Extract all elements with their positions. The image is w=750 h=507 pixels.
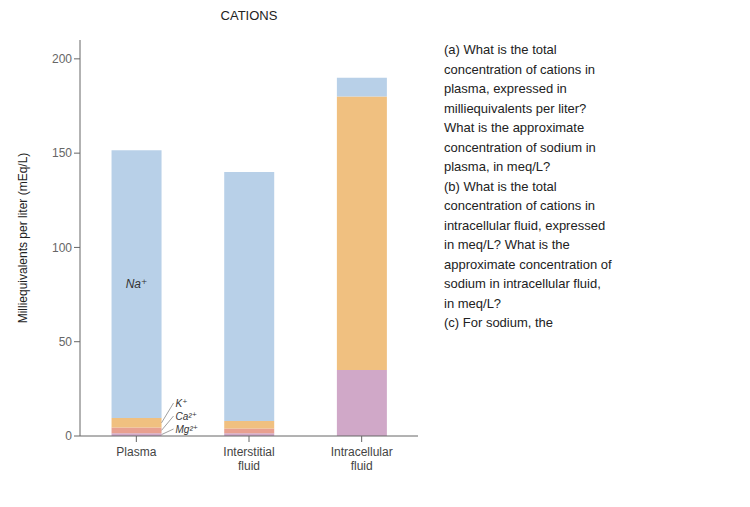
svg-text:150: 150 [52,146,72,160]
svg-text:K⁺: K⁺ [176,398,188,409]
svg-text:Na⁺: Na⁺ [126,277,148,291]
svg-text:50: 50 [59,335,73,349]
html-text:CATIONS: CATIONS [220,8,278,23]
svg-text:200: 200 [52,52,72,66]
svg-text:Intracellularfluid: Intracellularfluid [331,445,393,473]
svg-text:Mg²⁺: Mg²⁺ [176,424,199,435]
html-text:(a) What is the total concentr: (a) What is the total concentration of c… [444,42,612,330]
svg-text:100: 100 [52,241,72,255]
svg-text:Plasma: Plasma [116,445,156,459]
svg-text:Interstitialfluid: Interstitialfluid [223,445,274,473]
svg-text:Milliequivalents per liter (mE: Milliequivalents per liter (mEq/L) [16,153,30,324]
svg-text:0: 0 [65,429,72,443]
svg-text:Ca²⁺: Ca²⁺ [176,411,197,422]
